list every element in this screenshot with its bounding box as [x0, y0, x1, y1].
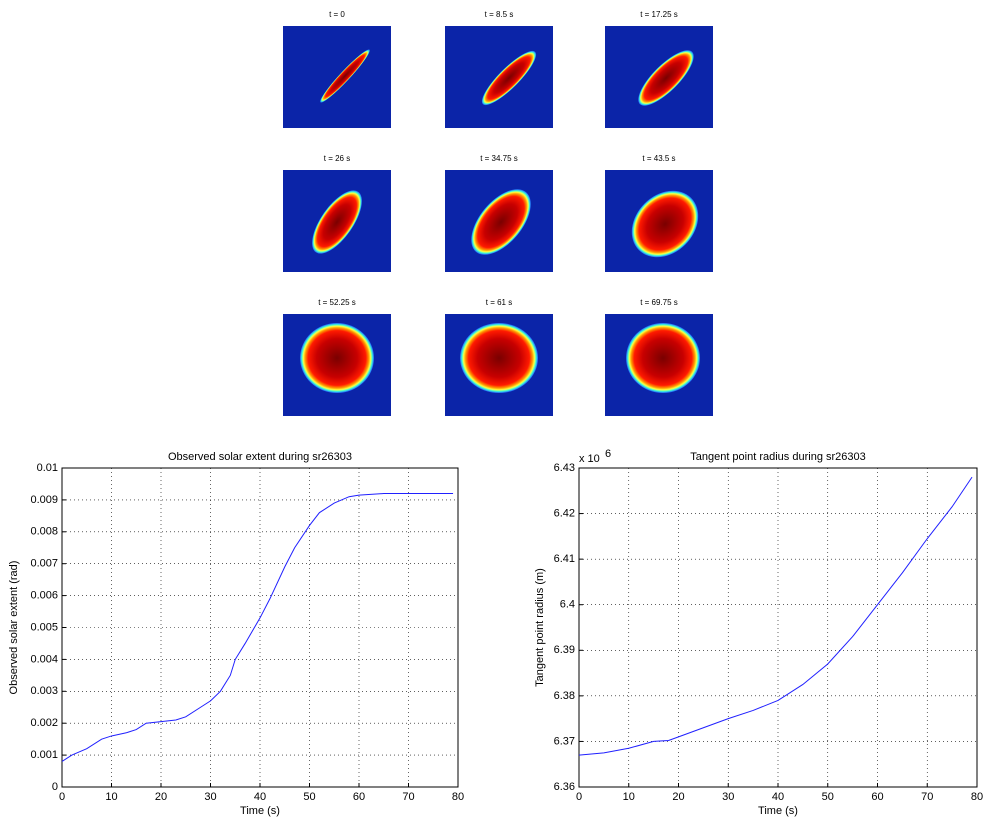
panel-title: t = 17.25 s	[640, 10, 678, 19]
x-tick-label: 30	[722, 791, 734, 803]
panel-title: t = 26 s	[324, 154, 350, 163]
sun-shape	[626, 323, 700, 393]
panel-title: t = 34.75 s	[480, 154, 518, 163]
y-tick-label: 0	[52, 781, 58, 793]
y-tick-label: 0.009	[30, 494, 58, 506]
x-tick-label: 20	[155, 791, 167, 803]
x-tick-label: 80	[971, 791, 983, 803]
y-tick-label: 0.01	[37, 462, 58, 474]
y-tick-label: 0.002	[30, 717, 58, 729]
x-tick-label: 0	[59, 791, 65, 803]
x-tick-label: 80	[452, 791, 464, 803]
x-tick-label: 10	[623, 791, 635, 803]
y-tick-label: 0.005	[30, 621, 58, 633]
y-exponent: 6	[605, 448, 611, 460]
x-tick-label: 10	[105, 791, 117, 803]
y-tick-label: 0.008	[30, 526, 58, 538]
y-axis-label: Tangent point radius (m)	[534, 568, 546, 687]
x-axis-label: Time (s)	[240, 805, 280, 817]
panel-title: t = 69.75 s	[640, 298, 678, 307]
x-tick-label: 60	[871, 791, 883, 803]
panel-image	[283, 26, 391, 128]
y-tick-label: 6.4	[560, 599, 575, 611]
y-tick-label: 6.41	[554, 553, 575, 565]
x-tick-label: 60	[353, 791, 365, 803]
y-tick-label: 6.39	[554, 644, 575, 656]
chart-title: Tangent point radius during sr26303	[690, 451, 866, 463]
y-tick-label: 0.001	[30, 749, 58, 761]
panel-title: t = 8.5 s	[485, 10, 514, 19]
plot-area	[579, 468, 977, 787]
x-tick-label: 50	[822, 791, 834, 803]
y-tick-label: 0.004	[30, 653, 58, 665]
y-tick-label: 0.003	[30, 685, 58, 697]
panel-title: t = 52.25 s	[318, 298, 356, 307]
panel-title: t = 43.5 s	[642, 154, 675, 163]
figure: t = 0 t = 8.5 s t = 17.25 s t = 26 s t =…	[0, 0, 984, 818]
x-tick-label: 20	[672, 791, 684, 803]
y-tick-label: 6.42	[554, 507, 575, 519]
x-tick-label: 70	[921, 791, 933, 803]
y-exponent-label: x 10	[579, 453, 600, 465]
sun-shape	[460, 323, 538, 393]
x-tick-label: 30	[204, 791, 216, 803]
panel-title: t = 61 s	[486, 298, 512, 307]
heatmap-panels: t = 0 t = 8.5 s t = 17.25 s t = 26 s t =…	[283, 10, 713, 416]
x-tick-label: 50	[303, 791, 315, 803]
y-tick-label: 0.006	[30, 590, 58, 602]
panel-title: t = 0	[329, 10, 345, 19]
sun-shape	[300, 323, 374, 393]
y-tick-label: 6.43	[554, 462, 575, 474]
y-tick-label: 6.36	[554, 781, 575, 793]
x-tick-label: 70	[402, 791, 414, 803]
x-tick-label: 0	[576, 791, 582, 803]
page: {"panels": [ {"title": "t = 0"}, {"title…	[0, 0, 984, 818]
chart-title: Observed solar extent during sr26303	[168, 451, 352, 463]
x-tick-label: 40	[254, 791, 266, 803]
y-tick-label: 6.37	[554, 735, 575, 747]
x-tick-label: 40	[772, 791, 784, 803]
x-axis-label: Time (s)	[758, 805, 798, 817]
y-tick-label: 6.38	[554, 690, 575, 702]
y-tick-label: 0.007	[30, 558, 58, 570]
y-axis-label: Observed solar extent (rad)	[8, 561, 20, 695]
